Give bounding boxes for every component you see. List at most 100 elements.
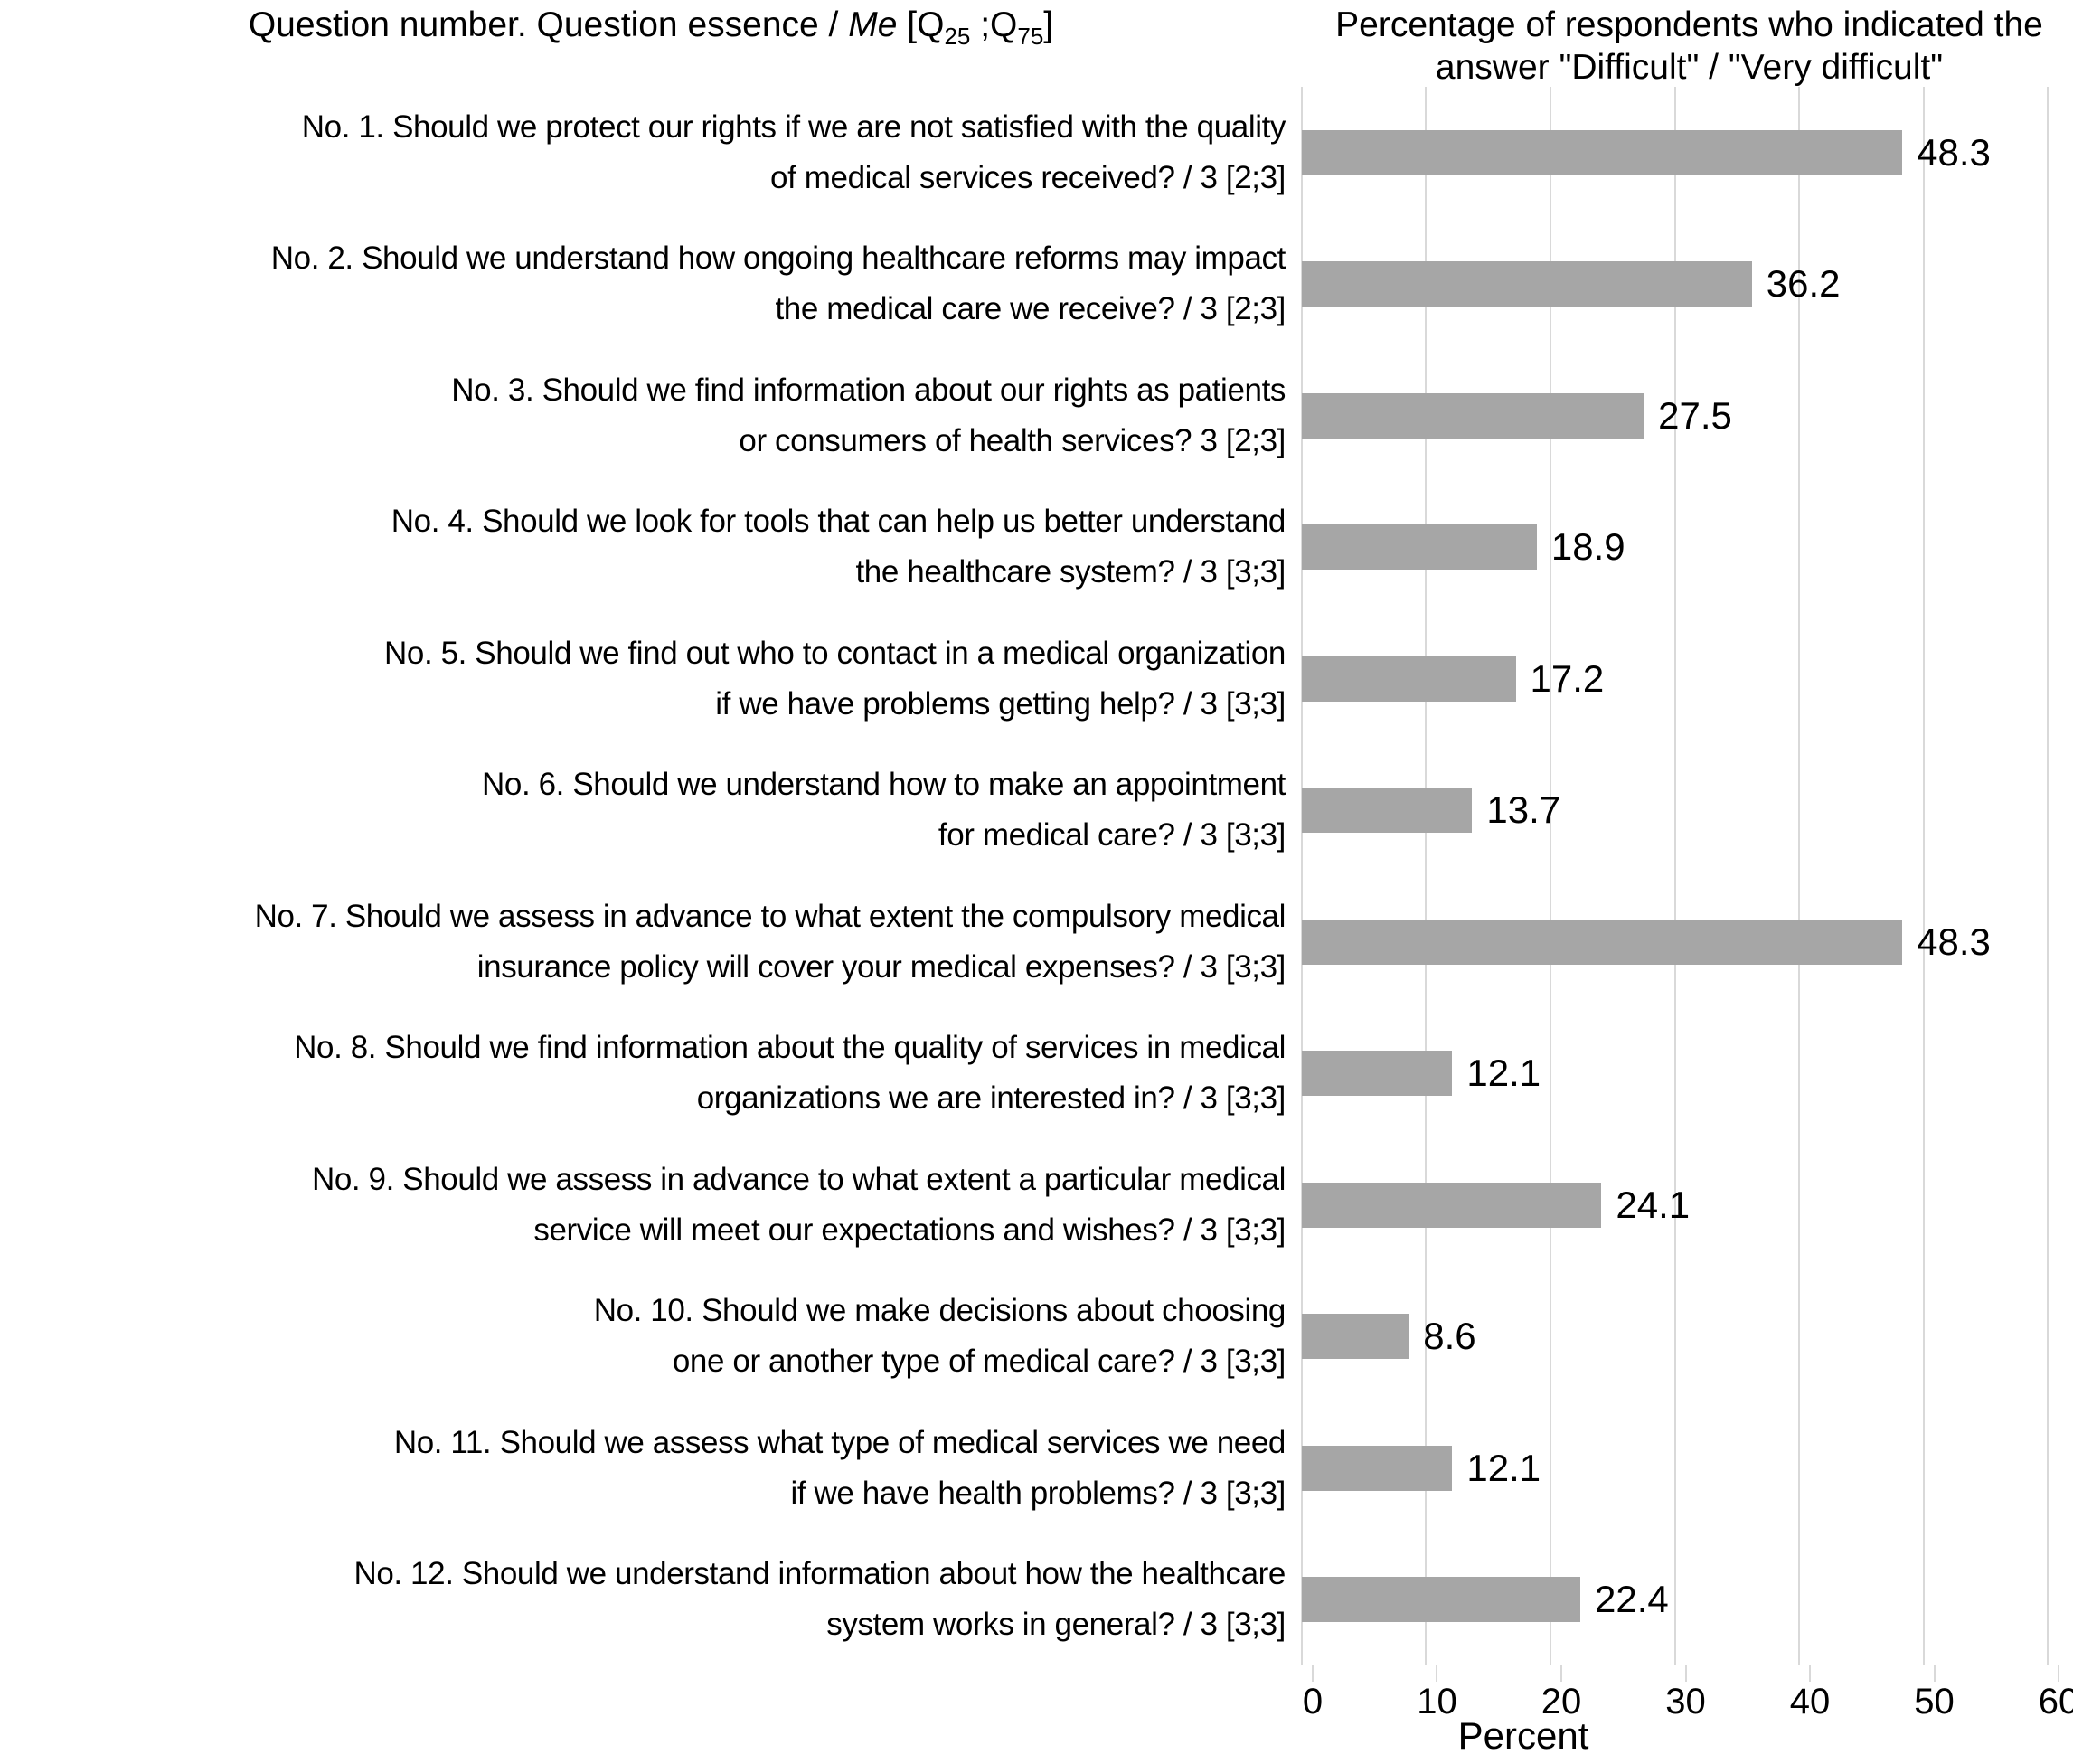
question-label-line: No. 4. Should we look for tools that can… xyxy=(391,504,1286,540)
gridline xyxy=(2047,87,2049,1665)
bar-row: 8.6 xyxy=(1302,1271,2048,1403)
axis-tick xyxy=(1808,1665,1811,1682)
bar xyxy=(1302,1314,1409,1360)
question-label: No. 11. Should we assess what type of me… xyxy=(0,1402,1286,1534)
axis-tick-label: 50 xyxy=(1914,1682,1955,1722)
bar xyxy=(1302,1445,1453,1491)
question-label-line: system works in general? / 3 [3;3] xyxy=(826,1607,1286,1643)
chart-header: Question number. Question essence / Me [… xyxy=(0,0,2073,87)
bar xyxy=(1302,261,1752,307)
question-label-line: No. 11. Should we assess what type of me… xyxy=(393,1424,1286,1460)
left-axis-title: Question number. Question essence / Me [… xyxy=(248,5,1054,50)
question-label: No. 1. Should we protect our rights if w… xyxy=(0,87,1286,219)
axis-tick xyxy=(1436,1665,1438,1682)
question-label-line: No. 1. Should we protect our rights if w… xyxy=(301,108,1286,145)
bar-value-label: 24.1 xyxy=(1616,1183,1691,1226)
question-label-line: No. 2. Should we understand how ongoing … xyxy=(270,241,1286,277)
question-label-line: one or another type of medical care? / 3… xyxy=(672,1344,1286,1380)
bar-row: 48.3 xyxy=(1302,876,2048,1008)
question-label: No. 10. Should we make decisions about c… xyxy=(0,1271,1286,1403)
bar-value-label: 8.6 xyxy=(1423,1315,1476,1358)
gridline xyxy=(1797,87,1800,1665)
axis-tick xyxy=(1933,1665,1936,1682)
chart-title: Percentage of respondents who indicated … xyxy=(1335,5,2043,87)
x-axis: 0 10 20 30 40 50 60 xyxy=(1303,1665,2073,1722)
axis-tick xyxy=(1684,1665,1687,1682)
bar-row: 17.2 xyxy=(1302,613,2048,745)
gridline xyxy=(1425,87,1428,1665)
question-label-line: if we have health problems? / 3 [3;3] xyxy=(790,1475,1286,1511)
question-label-line: No. 10. Should we make decisions about c… xyxy=(593,1293,1286,1329)
question-label-line: service will meet our expectations and w… xyxy=(533,1212,1286,1248)
bar xyxy=(1302,1051,1453,1097)
question-label: No. 12. Should we understand information… xyxy=(0,1534,1286,1666)
bar-value-label: 12.1 xyxy=(1466,1052,1541,1095)
left-title-me-italic: Me xyxy=(848,5,898,44)
axis-tick-label: 0 xyxy=(1302,1682,1324,1722)
question-label: No. 2. Should we understand how ongoing … xyxy=(0,219,1286,351)
question-label-line: or consumers of health services? 3 [2;3] xyxy=(739,422,1286,458)
bar-row: 27.5 xyxy=(1302,350,2048,482)
axis-tick-label: 10 xyxy=(1417,1682,1457,1722)
question-label: No. 8. Should we find information about … xyxy=(0,1008,1286,1140)
bar-row: 48.3 xyxy=(1302,87,2048,219)
question-label: No. 9. Should we assess in advance to wh… xyxy=(0,1139,1286,1271)
bar-row: 12.1 xyxy=(1302,1402,2048,1534)
axis-tick xyxy=(1312,1665,1314,1682)
question-label-line: No. 6. Should we understand how to make … xyxy=(482,767,1286,803)
left-title-text: Question number. Question essence / xyxy=(248,5,849,44)
question-label-line: No. 8. Should we find information about … xyxy=(294,1030,1286,1066)
question-label: No. 7. Should we assess in advance to wh… xyxy=(0,876,1286,1008)
bar-value-label: 12.1 xyxy=(1466,1446,1541,1489)
axis-tick xyxy=(1559,1665,1562,1682)
bar-rows: 48.3 36.2 27.5 18.9 17.2 13.7 48.3 12.1 24.1 8.6 1… xyxy=(1302,87,2048,1665)
axis-tick-label: 40 xyxy=(1789,1682,1831,1722)
bar xyxy=(1302,1577,1580,1623)
bar-row: 18.9 xyxy=(1302,482,2048,614)
bar xyxy=(1302,656,1516,702)
q75-subscript: 75 xyxy=(1017,22,1044,50)
axis-tick-label: 20 xyxy=(1541,1682,1582,1722)
bar-row: 22.4 xyxy=(1302,1534,2048,1666)
question-label: No. 4. Should we look for tools that can… xyxy=(0,482,1286,614)
bar-value-label: 17.2 xyxy=(1530,656,1605,700)
question-label-line: organizations we are interested in? / 3 … xyxy=(696,1080,1286,1117)
bar-value-label: 13.7 xyxy=(1486,788,1561,832)
bar-row: 12.1 xyxy=(1302,1008,2048,1140)
bar-value-label: 48.3 xyxy=(1917,130,1991,174)
category-labels-column: No. 1. Should we protect our rights if w… xyxy=(0,87,1302,1665)
gridline xyxy=(1549,87,1551,1665)
bar xyxy=(1302,129,1903,175)
bar-value-label: 36.2 xyxy=(1766,262,1841,306)
bar-row: 36.2 xyxy=(1302,219,2048,351)
question-label-line: No. 12. Should we understand information… xyxy=(353,1556,1286,1592)
bar xyxy=(1302,1182,1602,1228)
gridline xyxy=(1673,87,1676,1665)
bar xyxy=(1302,788,1473,834)
x-axis-title: Percent xyxy=(1457,1714,1589,1757)
question-label-line: No. 5. Should we find out who to contact… xyxy=(384,635,1286,671)
question-label-line: of medical services received? / 3 [2;3] xyxy=(770,159,1286,195)
bar-value-label: 18.9 xyxy=(1550,525,1625,569)
bar-row: 24.1 xyxy=(1302,1139,2048,1271)
question-label-line: No. 3. Should we find information about … xyxy=(451,372,1286,408)
question-label-line: insurance policy will cover your medical… xyxy=(476,948,1286,985)
bar xyxy=(1302,392,1644,439)
question-label: No. 3. Should we find information about … xyxy=(0,350,1286,482)
axis-tick xyxy=(2058,1665,2059,1682)
q25-subscript: 25 xyxy=(944,22,971,50)
question-label-line: No. 7. Should we assess in advance to wh… xyxy=(254,898,1286,934)
plot-area: 48.3 36.2 27.5 18.9 17.2 13.7 48.3 12.1 24.1 8.6 1… xyxy=(1301,87,2049,1665)
gridline xyxy=(1301,87,1303,1665)
bar-value-label: 22.4 xyxy=(1594,1578,1669,1621)
question-label: No. 6. Should we understand how to make … xyxy=(0,745,1286,877)
question-label-line: the medical care we receive? / 3 [2;3] xyxy=(775,291,1286,327)
gridline xyxy=(1922,87,1925,1665)
bar xyxy=(1302,524,1537,571)
question-label-line: for medical care? / 3 [3;3] xyxy=(938,817,1286,854)
question-label-line: No. 9. Should we assess in advance to wh… xyxy=(311,1161,1286,1197)
question-label-line: if we have problems getting help? / 3 [3… xyxy=(715,685,1286,722)
bar-value-label: 27.5 xyxy=(1658,393,1732,437)
chart-body: No. 1. Should we protect our rights if w… xyxy=(0,87,2073,1665)
